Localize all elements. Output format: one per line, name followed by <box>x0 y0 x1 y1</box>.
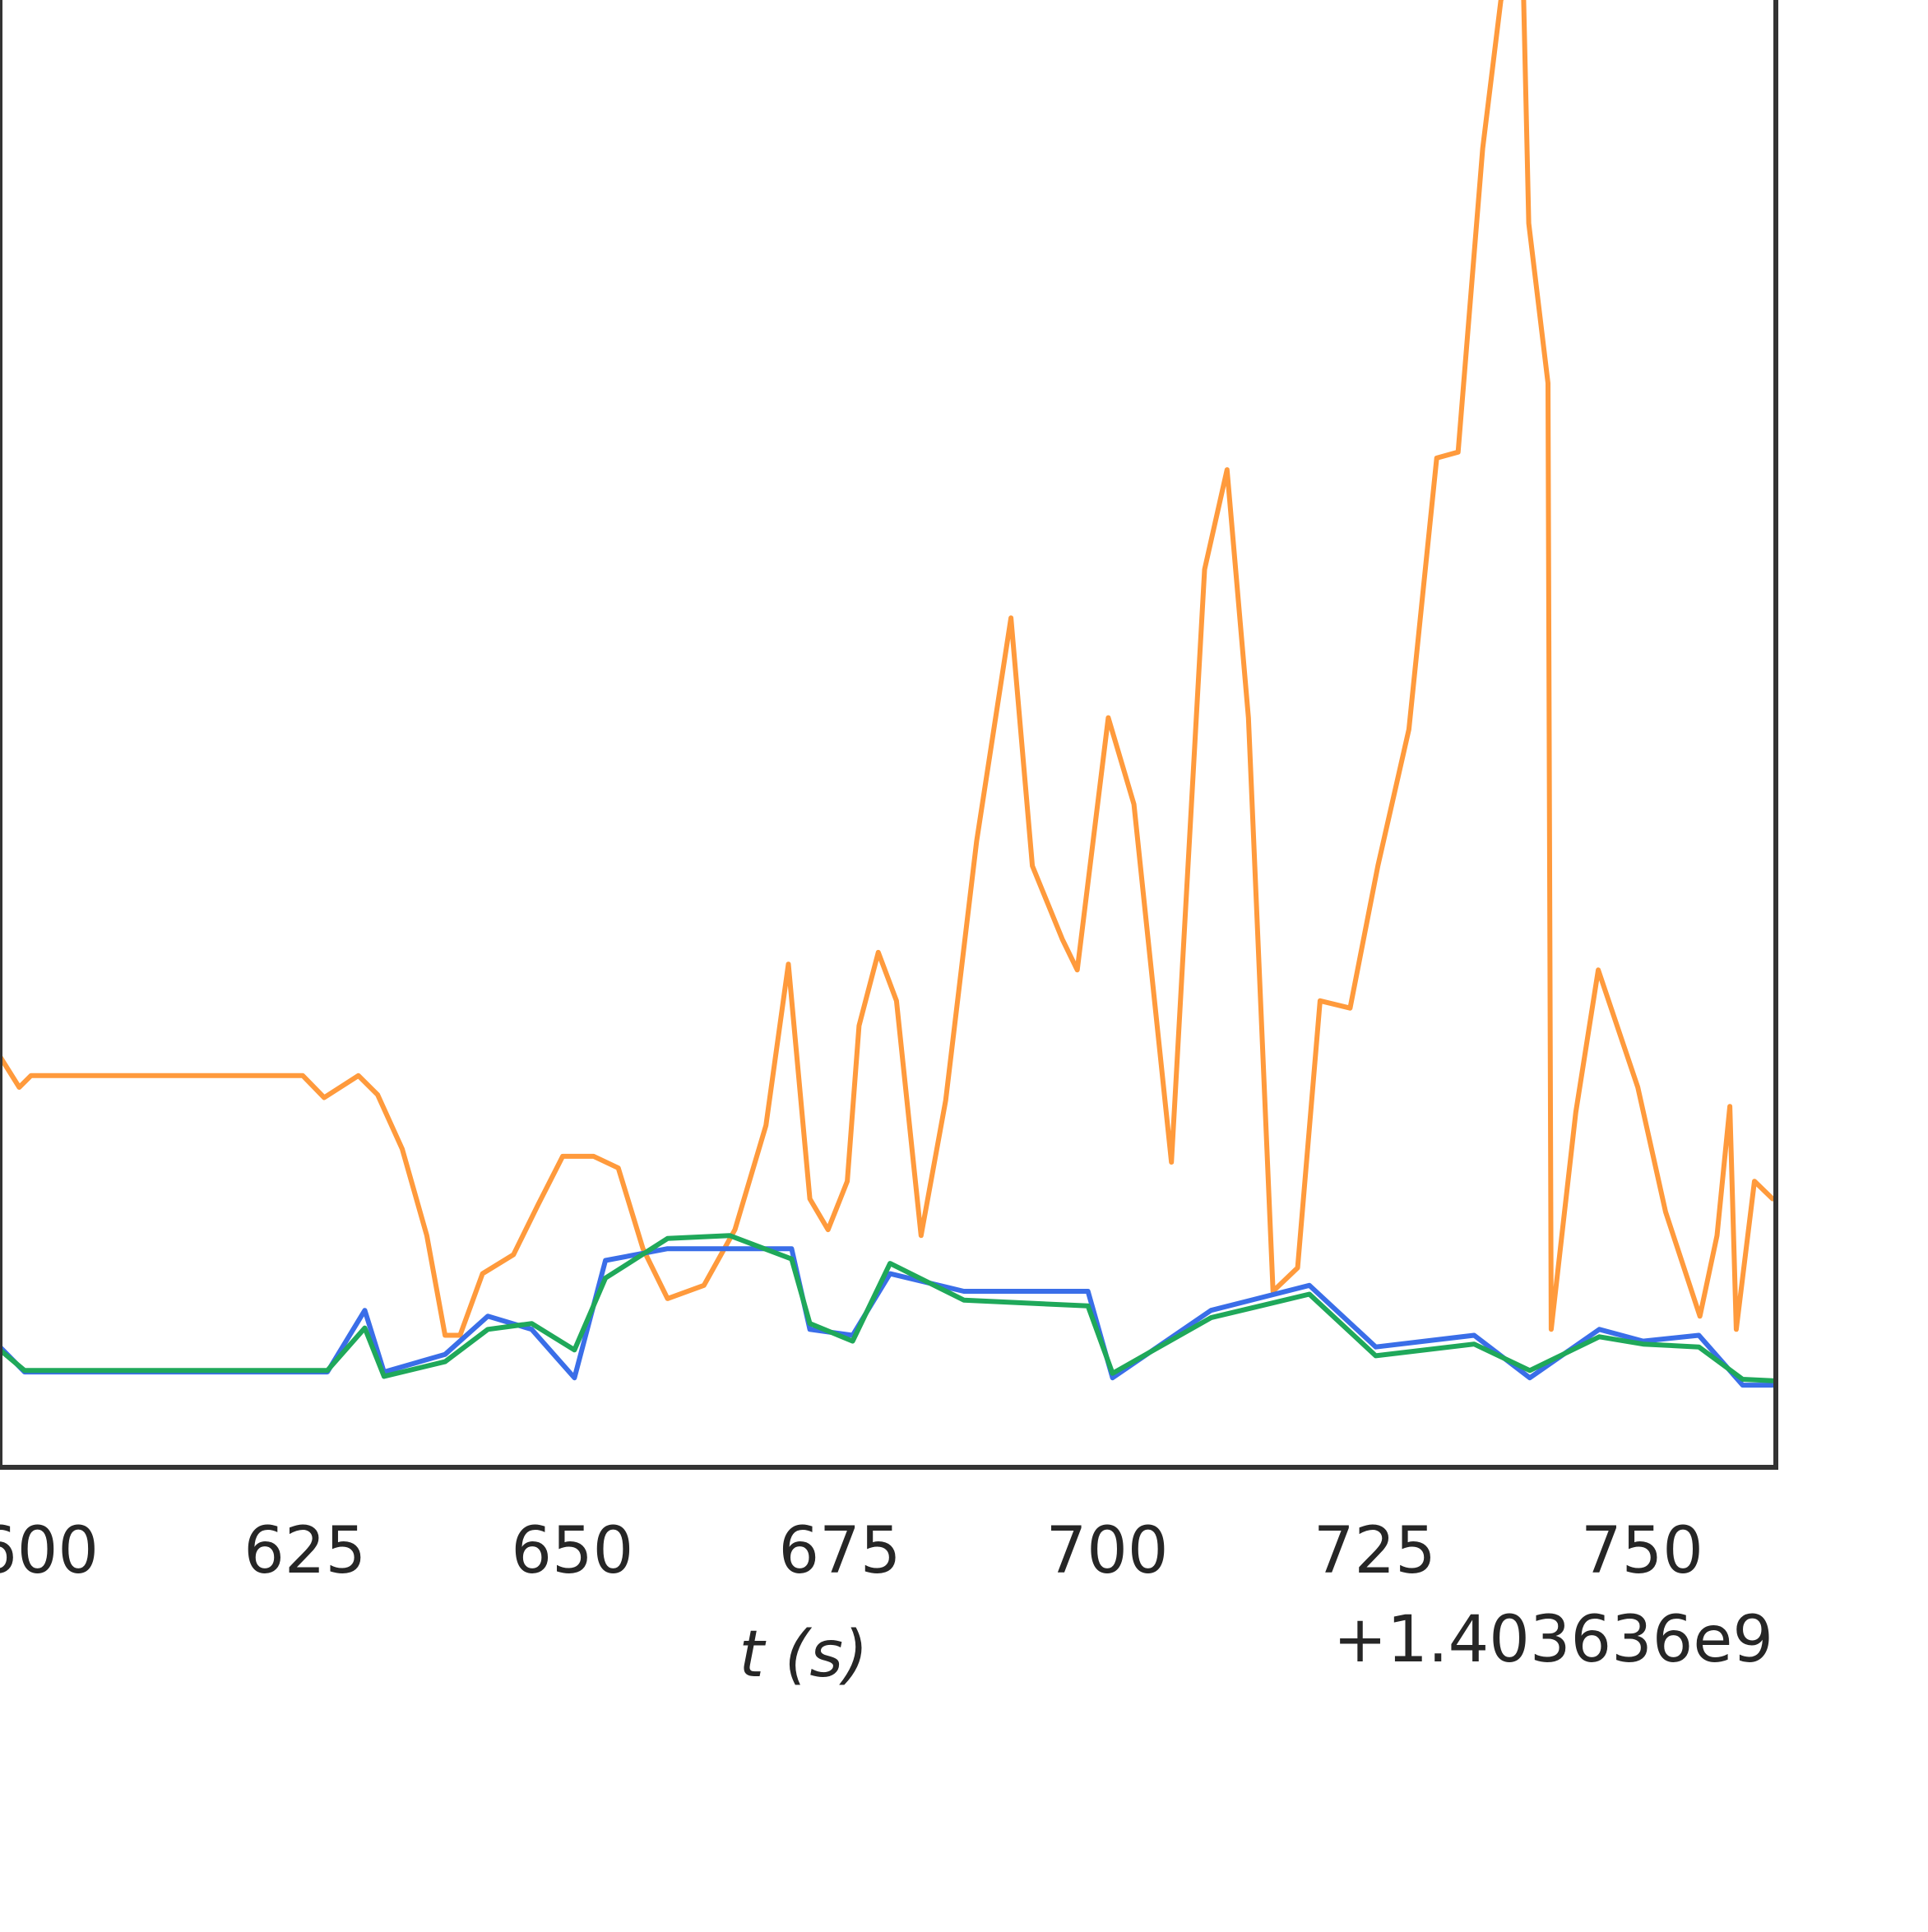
x-tick-label: 700 <box>1046 1514 1169 1588</box>
x-tick-label: 650 <box>511 1514 633 1588</box>
x-tick-label: 725 <box>1314 1514 1436 1588</box>
x-tick-label: 600 <box>0 1514 99 1588</box>
data-line <box>0 0 1776 1338</box>
x-offset-label: +1.403636e9 <box>1333 1603 1773 1677</box>
x-tick-label: 675 <box>779 1514 901 1588</box>
data-line <box>0 1233 1776 1383</box>
plot-frame <box>0 0 1778 1470</box>
x-axis-label: t (s) <box>739 1618 869 1692</box>
x-tick-label: 750 <box>1581 1514 1703 1588</box>
x-tick-label: 625 <box>243 1514 366 1588</box>
